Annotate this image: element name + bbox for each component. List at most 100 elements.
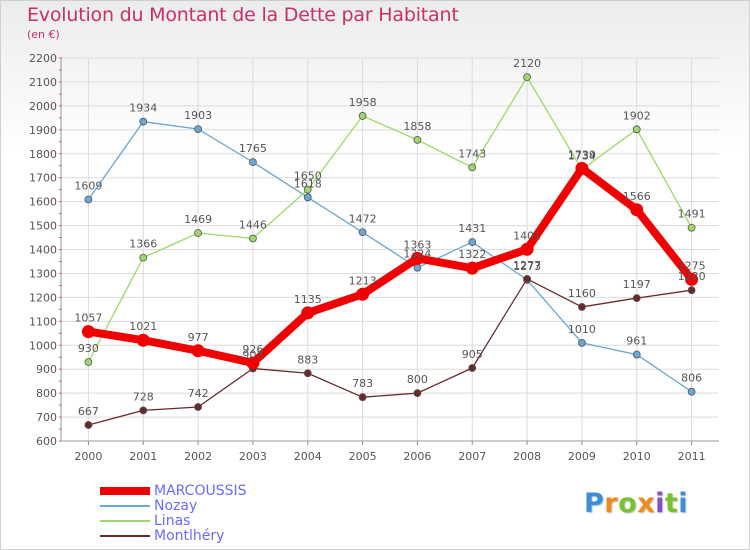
data-label-linas: 930 <box>78 342 99 355</box>
legend-item-montlh-ry: Montlhéry <box>100 528 360 544</box>
data-point-linas <box>468 163 477 172</box>
legend-label-nozay: Nozay <box>154 498 198 514</box>
data-point-marcoussis <box>246 356 260 370</box>
data-label-montlh-ry: 905 <box>462 348 483 361</box>
data-point-marcoussis <box>136 333 150 347</box>
data-label-montlh-ry: 1197 <box>623 278 651 291</box>
data-label-linas: 1902 <box>623 109 651 122</box>
data-label-montlh-ry: 728 <box>133 390 154 403</box>
y-tick-label: 2200 <box>29 52 57 65</box>
data-label-linas: 1958 <box>349 96 377 109</box>
data-point-nozay <box>358 228 367 237</box>
data-label-nozay: 961 <box>626 335 647 348</box>
data-label-marcoussis: 1275 <box>678 259 706 272</box>
data-label-nozay: 1010 <box>568 323 596 336</box>
data-point-marcoussis <box>410 251 424 265</box>
data-label-marcoussis: 1135 <box>294 293 322 306</box>
data-point-montlh-ry <box>413 389 422 398</box>
data-point-linas <box>358 112 367 120</box>
data-label-montlh-ry: 742 <box>188 387 209 400</box>
axes: 600 700 800 900 1000 1100 1200 1300 1400 1500 1600… <box>29 52 719 463</box>
logo-letter: t <box>664 488 679 519</box>
data-label-linas: 2120 <box>513 57 541 70</box>
y-tick-label: 1800 <box>29 148 57 161</box>
data-point-linas <box>194 229 202 237</box>
legend-label-marcoussis: MARCOUSSIS <box>154 483 247 499</box>
data-point-marcoussis <box>630 203 644 217</box>
data-label-nozay: 1934 <box>129 102 157 115</box>
data-label-montlh-ry: 883 <box>297 353 318 366</box>
series-line-marcoussis <box>84 164 696 367</box>
legend-label-linas: Linas <box>154 513 191 529</box>
x-tick-label: 2005 <box>349 450 377 463</box>
data-point-nozay <box>84 195 93 204</box>
data-point-marcoussis <box>575 161 589 175</box>
data-label-marcoussis: 1057 <box>74 312 102 325</box>
legend-item-linas: Linas <box>100 513 360 529</box>
y-tick-label: 1500 <box>29 220 57 233</box>
legend-label-montlh-ry: Montlhéry <box>154 528 225 544</box>
data-label-linas: 1491 <box>678 208 706 221</box>
data-label-linas: 1469 <box>184 213 212 226</box>
data-point-nozay <box>687 387 696 396</box>
data-point-nozay <box>139 117 148 126</box>
data-point-nozay <box>413 263 422 272</box>
series-line-linas <box>87 76 693 363</box>
data-label-marcoussis: 977 <box>188 331 209 344</box>
unit-label: (en €) <box>27 28 60 41</box>
legend-swatch-nozay <box>100 505 150 507</box>
x-tick-label: 2011 <box>678 450 706 463</box>
data-label-marcoussis: 1363 <box>403 238 431 251</box>
data-label-linas: 1743 <box>458 147 486 160</box>
data-point-linas <box>687 223 696 232</box>
data-label-nozay: 1431 <box>458 222 486 235</box>
logo-letter: P <box>584 488 605 519</box>
data-point-linas <box>249 234 257 243</box>
data-point-linas <box>523 73 531 82</box>
y-tick-label: 1000 <box>29 339 57 352</box>
y-tick-label: 1400 <box>29 244 57 257</box>
y-tick-label: 900 <box>36 363 57 376</box>
logo-letter: i <box>655 488 665 519</box>
legend: MARCOUSSIS Nozay Linas Montlhéry <box>100 483 360 544</box>
data-label-nozay: 1273 <box>513 260 541 273</box>
data-label-linas: 1650 <box>294 170 322 183</box>
x-tick-label: 2002 <box>184 450 212 463</box>
legend-swatch-linas <box>100 520 150 522</box>
y-tick-label: 1600 <box>29 196 57 209</box>
data-label-linas: 1446 <box>239 218 267 231</box>
y-tick-label: 2000 <box>29 100 57 113</box>
series-group <box>81 73 699 429</box>
data-point-montlh-ry <box>632 294 641 302</box>
x-tick-label: 2006 <box>403 450 431 463</box>
data-label-nozay: 806 <box>681 372 702 385</box>
logo-letter: x <box>637 488 656 519</box>
data-point-marcoussis <box>520 242 534 256</box>
data-point-nozay <box>249 158 257 167</box>
data-label-montlh-ry: 1160 <box>568 287 596 300</box>
y-tick-label: 1100 <box>29 315 57 328</box>
data-label-marcoussis: 1213 <box>349 274 377 287</box>
data-label-linas: 1366 <box>129 238 157 251</box>
data-label-marcoussis: 926 <box>242 343 263 356</box>
y-tick-label: 2100 <box>29 76 57 89</box>
series-line-montlh-ry <box>87 278 693 426</box>
data-point-marcoussis <box>356 287 370 301</box>
x-tick-label: 2009 <box>568 450 596 463</box>
line-chart: 600 700 800 900 1000 1100 1200 1300 1400 1500 1600… <box>29 52 719 463</box>
x-tick-label: 2008 <box>513 450 541 463</box>
data-label-nozay: 1609 <box>74 179 102 192</box>
x-tick-label: 2004 <box>294 450 322 463</box>
data-point-nozay <box>578 338 586 347</box>
x-tick-label: 2001 <box>129 450 157 463</box>
y-tick-label: 800 <box>36 387 57 400</box>
data-label-marcoussis: 1021 <box>129 320 157 333</box>
data-label-nozay: 1903 <box>184 109 212 122</box>
y-tick-label: 1300 <box>29 267 57 280</box>
data-point-marcoussis <box>191 344 205 358</box>
data-label-montlh-ry: 783 <box>352 377 373 390</box>
data-point-montlh-ry <box>303 369 312 378</box>
x-tick-label: 2003 <box>239 450 267 463</box>
data-point-nozay <box>194 125 202 133</box>
data-point-marcoussis <box>301 306 315 320</box>
